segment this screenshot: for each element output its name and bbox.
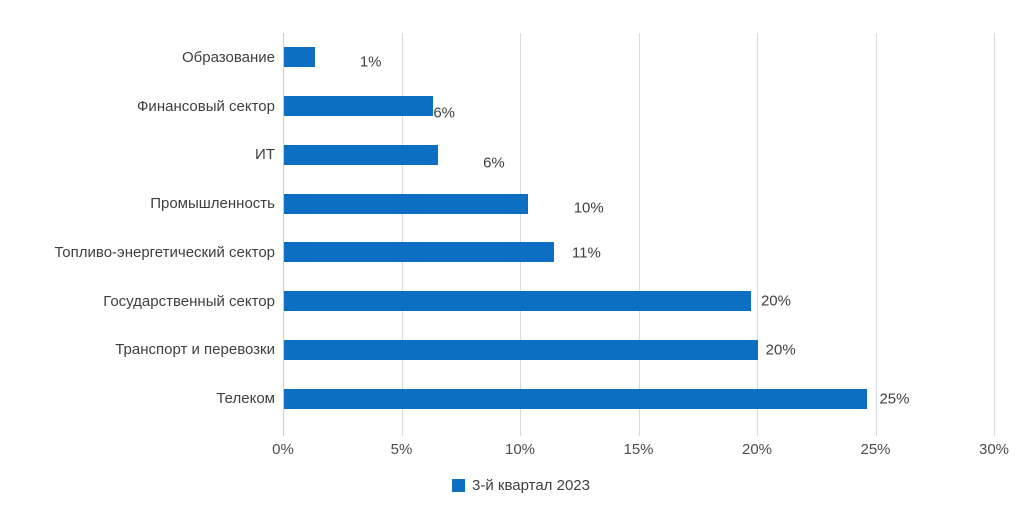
legend: 3-й квартал 2023 [9,478,1024,493]
category-label: Образование [182,48,275,66]
value-label: 25% [879,390,910,408]
category-label: Телеком [216,390,275,408]
bar [284,242,555,263]
x-tick-label: 0% [272,441,294,458]
bar-row: 1% [283,33,994,82]
x-tick-label: 10% [504,441,536,458]
value-label: 1% [359,53,382,71]
legend-swatch-icon [452,479,466,492]
bar [284,339,758,360]
bar [284,144,439,165]
bar-row: 25% [283,374,994,423]
category-axis: Образование Финансовый сектор ИТ Промышленн… [0,33,275,423]
x-tick-label: 30% [978,441,1010,458]
value-label: 20% [765,341,796,359]
bar-row: 6% [283,131,994,180]
value-label: 11% [571,244,601,262]
value-label: 6% [483,154,505,172]
x-tick-label: 5% [390,441,413,458]
bar [284,96,434,117]
bars-container: 1% 6% 6% 10% 11% 20% 20% 25% [283,33,994,423]
bar [284,388,868,409]
x-tick-label: 25% [860,441,891,458]
category-label: ИТ [255,146,275,164]
bar-row: 10% [283,179,994,228]
x-tick-label: 15% [623,441,654,458]
gridline [757,33,758,436]
gridline [638,33,640,436]
gridline [283,33,284,436]
gridline [401,33,403,436]
value-label: 10% [573,199,604,217]
bar-row: 11% [283,228,994,277]
plot-area: 1% 6% 6% 10% 11% 20% 20% 25% [283,33,995,436]
bar [284,291,751,312]
bar-row: 20% [283,326,994,375]
value-label: 20% [760,292,791,310]
bar-row: 6% [283,82,994,131]
category-label: Финансовый сектор [137,97,275,115]
category-label: Промышленность [150,195,275,213]
category-label: Государственный сектор [103,292,275,310]
gridline [994,33,995,436]
bar [284,193,529,214]
category-label: Топливо-энергетический сектор [54,243,275,261]
x-axis: 0% 5% 10% 15% 20% 25% 30% [272,441,1009,460]
gridline [520,33,521,436]
value-label: 6% [433,104,455,122]
category-label: Транспорт и перевозки [115,341,275,359]
legend-series-label: 3-й квартал 2023 [472,477,590,494]
bar-row: 20% [283,277,994,326]
gridline [875,33,877,436]
x-tick-label: 20% [741,441,773,458]
bar [284,47,315,68]
